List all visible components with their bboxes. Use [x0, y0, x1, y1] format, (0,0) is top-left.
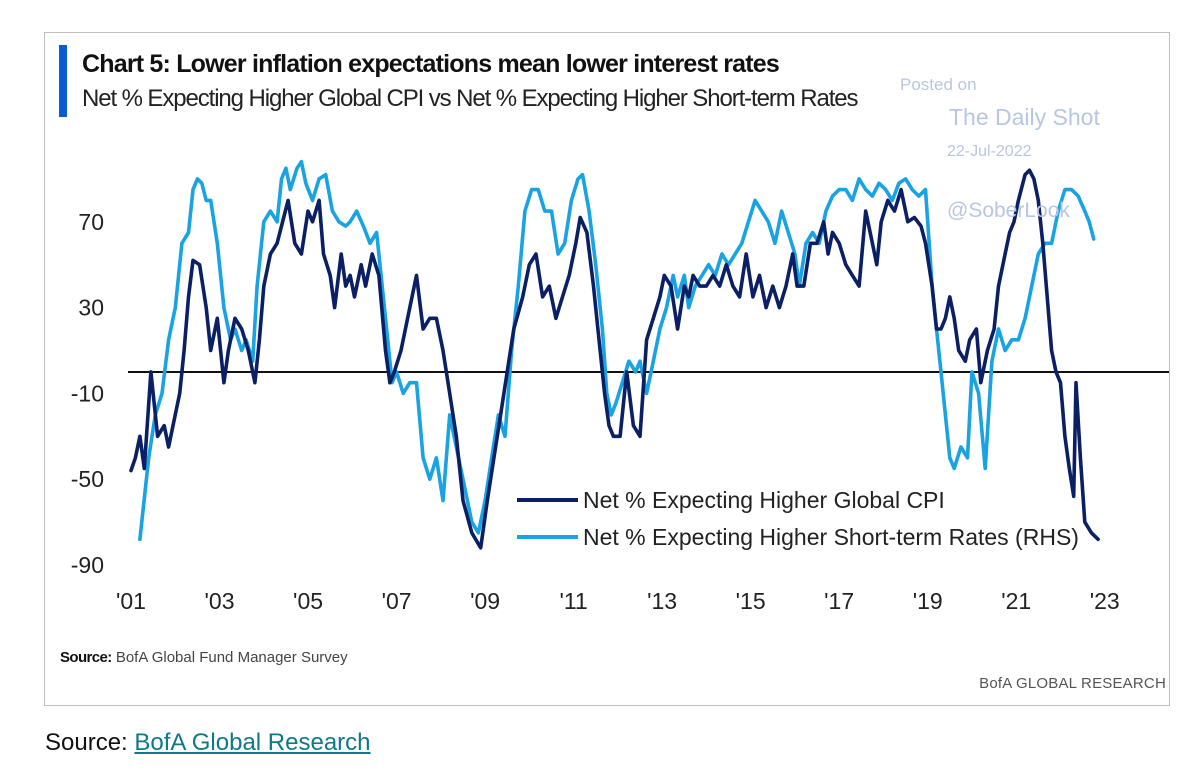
legend-label: Net % Expecting Higher Short-term Rates …	[583, 524, 1079, 550]
x-tick-label: '11	[559, 588, 587, 614]
chart-title: Chart 5: Lower inflation expectations me…	[82, 50, 780, 78]
x-tick-label: '19	[913, 588, 943, 614]
x-tick-label: '05	[293, 588, 323, 614]
chart-source-note: Source: BofA Global Fund Manager Survey	[60, 649, 348, 666]
x-tick-label: '15	[736, 588, 766, 614]
x-tick-label: '23	[1090, 588, 1120, 614]
legend: Net % Expecting Higher Global CPI Net % E…	[517, 487, 1079, 550]
source-text: BofA Global Fund Manager Survey	[115, 649, 348, 666]
x-tick-label: '17	[824, 588, 854, 614]
x-tick-label: '03	[205, 588, 235, 614]
watermark-posted-on: Posted on	[900, 75, 977, 94]
chart-subtitle: Net % Expecting Higher Global CPI vs Net…	[82, 85, 859, 112]
legend-label: Net % Expecting Higher Global CPI	[583, 487, 945, 513]
x-tick-label: '09	[470, 588, 500, 614]
y-tick-label: 30	[78, 295, 104, 321]
series-line-cpi	[129, 168, 1100, 550]
source-label: Source:	[60, 649, 112, 666]
watermark-date: 22-Jul-2022	[947, 143, 1032, 160]
x-tick-label: '13	[647, 588, 677, 614]
source-link[interactable]: BofA Global Research	[134, 729, 371, 756]
y-tick-label: 70	[78, 209, 104, 235]
x-tick-label: '07	[382, 588, 412, 614]
x-tick-label: '21	[1001, 588, 1031, 614]
page-source-label: Source:	[45, 729, 128, 756]
y-tick-label: -10	[71, 380, 104, 406]
y-tick-label: -50	[71, 466, 104, 492]
series-line-short-term-rates	[138, 159, 1096, 542]
watermark-handle: @SoberLook	[947, 199, 1070, 222]
x-tick-label: '01	[116, 588, 146, 614]
branding-label: BofA GLOBAL RESEARCH	[979, 675, 1166, 692]
title-accent-bar	[59, 45, 67, 117]
y-tick-label: -90	[71, 552, 104, 578]
watermark-publisher: The Daily Shot	[949, 104, 1100, 130]
page-source-line: Source: BofA Global Research	[45, 729, 371, 757]
